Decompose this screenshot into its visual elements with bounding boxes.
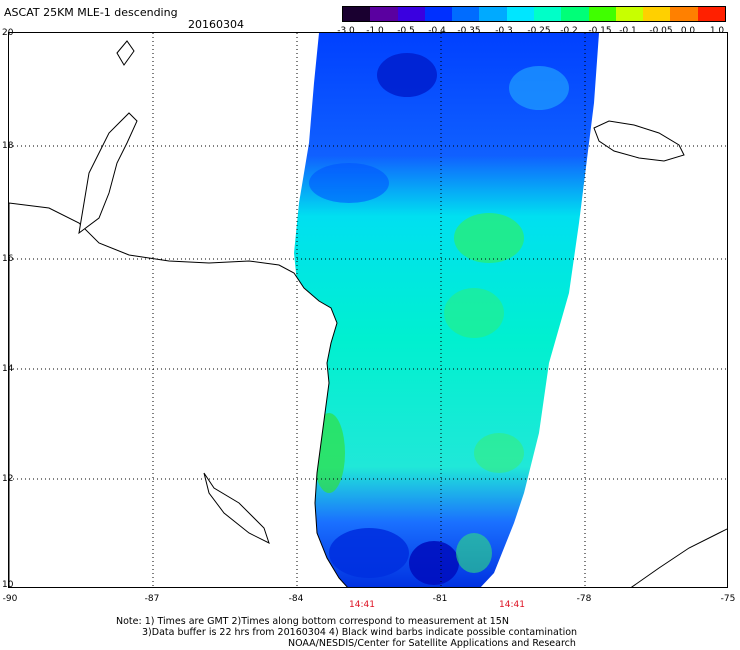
scale-label: -0.4	[428, 26, 446, 36]
lon-label: -78	[576, 594, 592, 604]
lat-label: 14	[2, 364, 14, 374]
graticule	[9, 33, 727, 587]
lon-label: -90	[2, 594, 18, 604]
color-scale-segment	[424, 7, 453, 21]
data-swath	[294, 33, 599, 587]
color-scale-segment	[588, 7, 616, 21]
color-scale-segment	[370, 7, 398, 21]
color-scale-bar	[342, 6, 726, 22]
color-scale-segment	[670, 7, 698, 21]
scale-label: -0.05	[649, 26, 673, 36]
scale-label: 0.0	[680, 26, 696, 36]
color-scale-segment	[397, 7, 425, 21]
color-scale-labels: -3.0 -1.0 -0.5 -0.4 -0.35 -0.3 -0.25 -0.…	[337, 26, 726, 38]
coastline	[9, 40, 727, 587]
color-scale-segment	[533, 7, 562, 21]
color-scale-segment	[343, 7, 371, 21]
lon-label: -75	[720, 594, 736, 604]
scale-label: -0.3	[495, 26, 513, 36]
scale-label: -0.5	[397, 26, 415, 36]
color-scale-segment	[506, 7, 534, 21]
footnote-line-3: NOAA/NESDIS/Center for Satellite Applica…	[288, 638, 576, 649]
lat-label: 10	[2, 580, 14, 590]
scale-label: -0.2	[560, 26, 578, 36]
color-scale-segment	[561, 7, 589, 21]
lat-label: 20	[2, 28, 14, 38]
scale-label: 1.0	[709, 26, 725, 36]
color-scale-segment	[479, 7, 507, 21]
lon-label: -87	[144, 594, 160, 604]
map-canvas	[9, 33, 727, 587]
lat-label: 18	[2, 141, 14, 151]
color-scale-segment	[452, 7, 480, 21]
footnote-line-1: Note: 1) Times are GMT 2)Times along bot…	[116, 616, 509, 627]
scale-label: -0.35	[457, 26, 481, 36]
footnote-line-2: 3)Data buffer is 22 hrs from 20160304 4)…	[142, 627, 578, 638]
map-panel	[8, 32, 728, 588]
color-scale-segment	[697, 7, 725, 21]
lat-label: 16	[2, 254, 14, 264]
color-scale-segment	[615, 7, 644, 21]
lat-label: 12	[2, 474, 14, 484]
lon-label: -84	[288, 594, 304, 604]
pass-time-label: 14:41	[349, 600, 375, 610]
product-date: 20160304	[188, 18, 244, 31]
scale-label: -0.25	[527, 26, 551, 36]
scale-label: -0.15	[588, 26, 612, 36]
lon-label: -81	[432, 594, 448, 604]
scale-label: -1.0	[366, 26, 384, 36]
scale-label: -0.1	[619, 26, 637, 36]
scale-label: -3.0	[337, 26, 355, 36]
pass-time-label: 14:41	[499, 600, 525, 610]
color-scale-segment	[643, 7, 671, 21]
product-title: ASCAT 25KM MLE-1 descending	[4, 6, 178, 19]
